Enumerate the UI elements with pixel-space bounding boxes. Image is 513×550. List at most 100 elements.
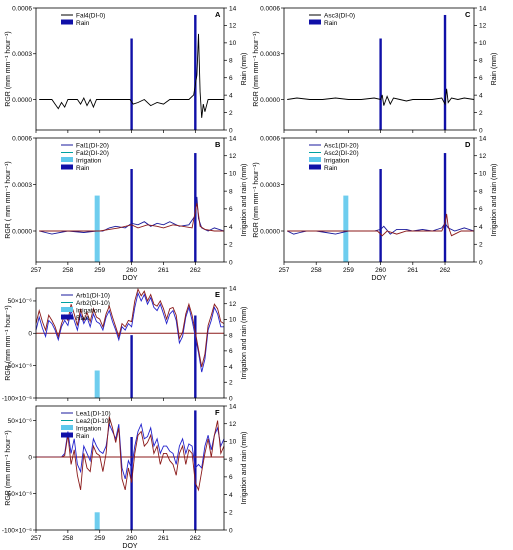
x-tick-label: 261 xyxy=(158,267,169,274)
series-line xyxy=(35,288,225,368)
y2-tick-label: 6 xyxy=(479,206,483,213)
x-tick-label: 258 xyxy=(62,267,73,274)
series-line xyxy=(39,33,224,118)
y2-tick-label: 14 xyxy=(479,135,487,142)
y-tick-label: 0.0000 xyxy=(260,228,280,235)
x-tick-label: 260 xyxy=(126,535,137,542)
y2-tick-label: 2 xyxy=(479,242,483,249)
plot-frame xyxy=(283,7,475,131)
x-tick-label: 259 xyxy=(94,535,105,542)
legend-swatch-rain xyxy=(61,19,73,25)
legend-label: Irrigation xyxy=(76,425,102,432)
y-tick-label: 0.0000 xyxy=(12,228,32,235)
rain-bar xyxy=(443,153,447,262)
rain-bar xyxy=(130,335,133,398)
panel-letter: B xyxy=(215,140,221,149)
y2-tick-label: 8 xyxy=(229,58,233,65)
panel-b: 0.0000 0.0003 0.0006 0 2 4 6 8 10 12 14 257 258 259 26… xyxy=(5,135,248,282)
y2-tick-label: 10 xyxy=(479,171,487,178)
legend-swatch-rain xyxy=(309,164,321,170)
y2-tick-label: 8 xyxy=(229,456,233,463)
series-line xyxy=(287,88,475,106)
legend-label: Irrigation xyxy=(324,157,350,164)
y2-tick-label: 12 xyxy=(229,153,237,160)
plot-frame xyxy=(35,405,225,531)
x-tick-label: 260 xyxy=(375,267,386,274)
y2-tick-label: 14 xyxy=(229,285,237,292)
y2-tick-label: 6 xyxy=(229,206,233,213)
y2-tick-label: 0 xyxy=(229,395,233,402)
legend-swatch-irrigation xyxy=(309,157,321,162)
y2-tick-label: 10 xyxy=(229,171,237,178)
y2-tick-label: 8 xyxy=(229,332,233,339)
legend-label: Rain xyxy=(76,433,90,440)
y-tick-label: 0.0003 xyxy=(260,182,280,189)
y2-tick-label: 8 xyxy=(479,188,483,195)
rain-bar xyxy=(379,169,382,262)
irrigation-bar xyxy=(94,195,100,262)
rain-bar xyxy=(443,14,447,131)
y-tick-label: 0.0003 xyxy=(12,51,32,58)
legend-label: Asc1(DI-20) xyxy=(324,142,359,149)
panel-letter: D xyxy=(465,140,471,149)
y-tick-label: 50×10⁻⁶ xyxy=(8,418,33,425)
y2-tick-label: 0 xyxy=(229,527,233,534)
panel-a: 0.0000 0.0003 0.0006 0 2 4 6 8 10 12 14 RGR (mm mm⁻… xyxy=(5,5,248,134)
y2-tick-label: 2 xyxy=(229,242,233,249)
panel-f: 50×10⁻⁶ 0 -50×10⁻⁶ -100×10⁻⁶ 0 2 4 6 8 10 12 14 257 2… xyxy=(2,403,248,550)
legend-label: Asc3(DI-0) xyxy=(324,12,355,19)
legend-swatch-irrigation xyxy=(61,157,73,162)
irrigation-bar xyxy=(94,370,100,398)
y-tick-label: 0.0000 xyxy=(12,97,32,104)
y-tick-label: 50×10⁻⁶ xyxy=(8,298,33,305)
x-tick-label: 260 xyxy=(126,267,137,274)
legend-swatch-irrigation xyxy=(61,425,73,430)
y2-tick-label: 4 xyxy=(479,92,483,99)
irrigation-bar xyxy=(343,195,349,262)
panel-e: 50×10⁻⁶ 0 -50×10⁻⁶ -100×10⁻⁶ 0 2 4 6 8 10 12 14 RGR … xyxy=(2,285,248,402)
panel-letter: F xyxy=(215,408,220,417)
y2-tick-label: 6 xyxy=(229,474,233,481)
legend-label: Arb2(DI-10) xyxy=(76,300,110,307)
series-line xyxy=(36,422,225,480)
y2-axis-label: Irrigation and rain (mm) xyxy=(491,164,498,237)
series-line xyxy=(35,291,224,373)
x-axis-label: DOY xyxy=(122,275,138,282)
series-line xyxy=(36,416,225,492)
y-axis-label: RGR ( mm mm⁻¹ hour⁻¹) xyxy=(5,161,12,238)
y2-tick-label: 4 xyxy=(479,224,483,231)
y-axis-label: RGR (mm mm⁻¹ hour⁻¹) xyxy=(5,305,12,380)
x-tick-label: 259 xyxy=(343,267,354,274)
y2-tick-label: 2 xyxy=(229,110,233,117)
legend-label: Asc2(DI-20) xyxy=(324,150,359,157)
y2-tick-label: 14 xyxy=(229,5,237,12)
y-tick-label: 0.0003 xyxy=(12,182,32,189)
legend-swatch-rain xyxy=(61,164,73,170)
series-line xyxy=(39,203,224,232)
rain-bar xyxy=(130,437,133,530)
legend-label: Fal1(DI-20) xyxy=(76,142,109,149)
y-tick-label: 0.0006 xyxy=(260,135,280,142)
y-axis-label: RGR (mm mm⁻¹ hour⁻¹) xyxy=(253,162,260,237)
y2-tick-label: 14 xyxy=(479,5,487,12)
y2-tick-label: 8 xyxy=(479,58,483,65)
rain-bar xyxy=(379,38,382,130)
plot-frame xyxy=(35,137,225,263)
y2-tick-label: 4 xyxy=(229,492,233,499)
x-tick-label: 257 xyxy=(31,535,42,542)
y2-tick-label: 12 xyxy=(229,301,237,308)
y2-tick-label: 14 xyxy=(229,135,237,142)
y2-tick-label: 12 xyxy=(229,23,237,30)
plot-frame xyxy=(283,137,475,263)
y2-tick-label: 0 xyxy=(479,127,483,134)
panel-letter: E xyxy=(215,290,220,299)
legend-label: Rain xyxy=(76,20,90,27)
y2-tick-label: 2 xyxy=(479,110,483,117)
y2-tick-label: 12 xyxy=(229,421,237,428)
y2-tick-label: 12 xyxy=(479,23,487,30)
y2-tick-label: 8 xyxy=(229,188,233,195)
x-tick-label: 262 xyxy=(440,267,451,274)
y-tick-label: -100×10⁻⁶ xyxy=(2,395,32,402)
legend-swatch-rain xyxy=(309,19,321,25)
